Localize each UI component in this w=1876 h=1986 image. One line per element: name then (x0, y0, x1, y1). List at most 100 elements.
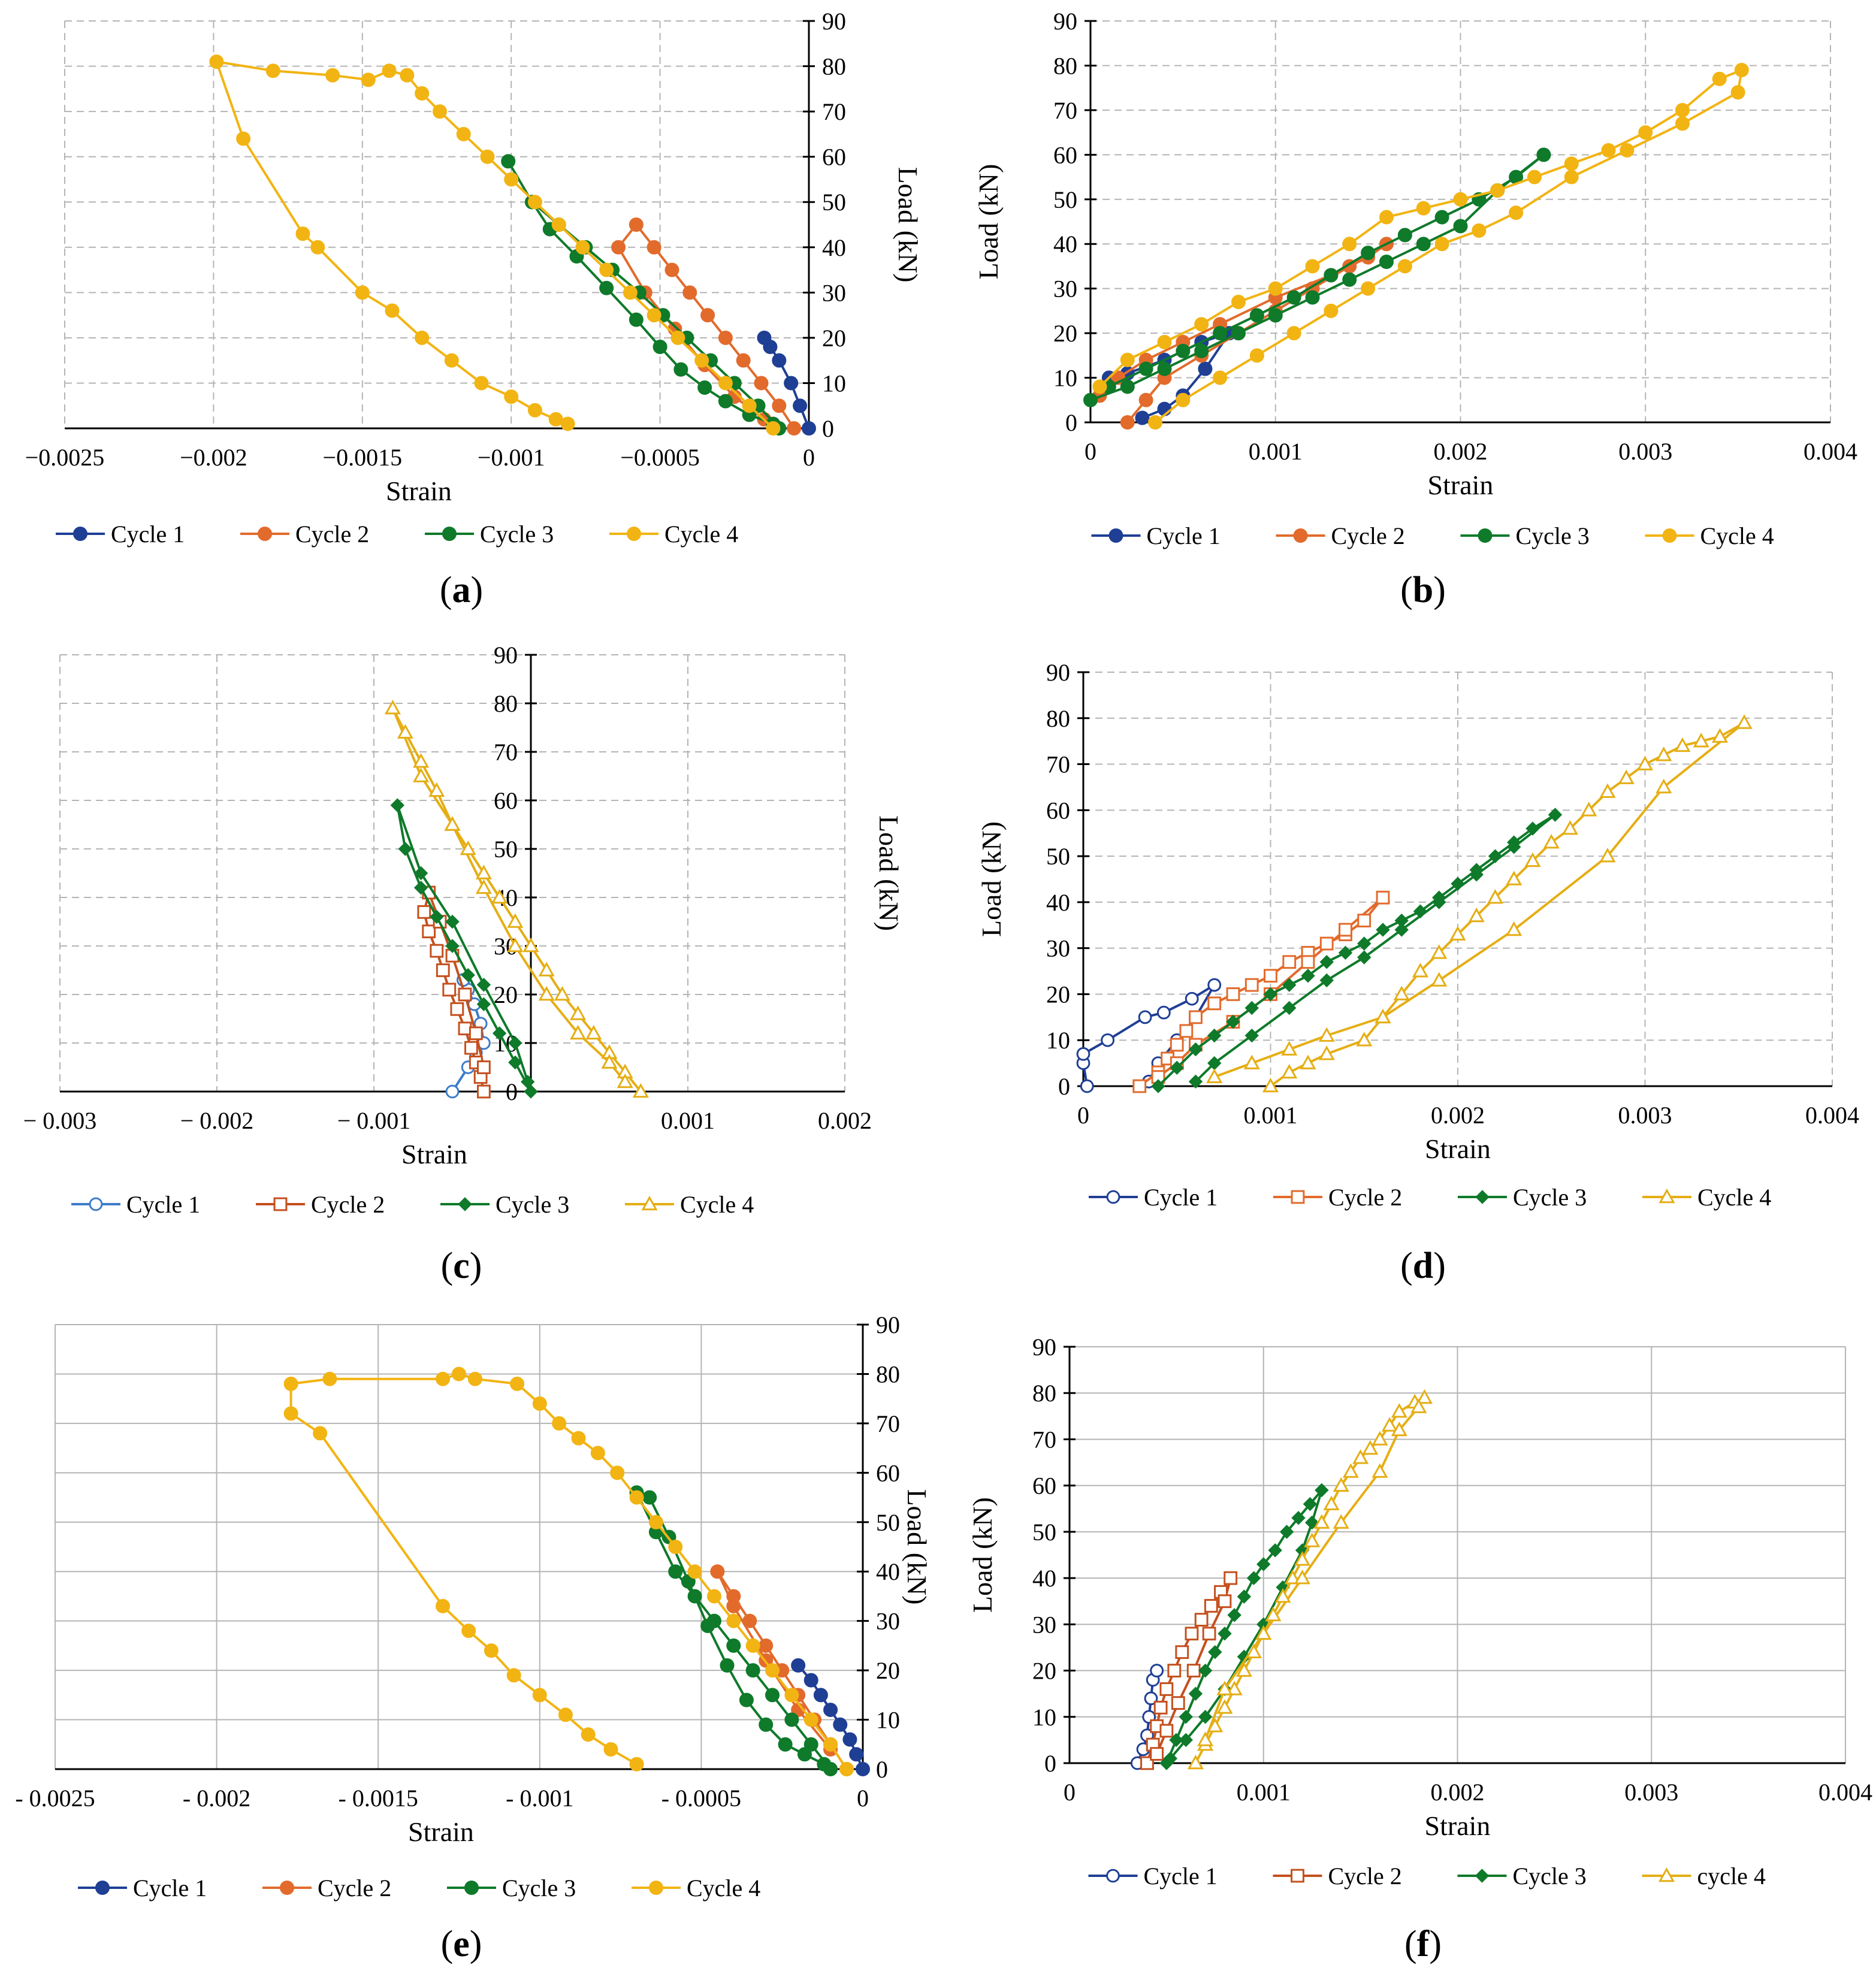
x-tick-label: 0 (1084, 438, 1096, 465)
series-line (1165, 1489, 1323, 1764)
data-point (1564, 156, 1579, 171)
legend-marker (95, 1881, 110, 1895)
data-point (1711, 728, 1729, 743)
y-tick-label: 50 (1046, 843, 1070, 870)
data-point (647, 240, 661, 255)
data-point (1488, 849, 1503, 863)
data-point (1171, 1696, 1185, 1710)
series-3 (1151, 808, 1563, 1093)
legend-item: Cycle 3 (1458, 1184, 1587, 1211)
series-line (289, 1373, 848, 1770)
chart-panel-a: 0 10 20 30 40 50 60 70 80 90 −0.0025 −0.002 −0.0015 −… (25, 8, 923, 610)
legend-item: cycle 4 (1642, 1863, 1766, 1890)
data-point (355, 285, 370, 300)
data-point (415, 86, 430, 101)
data-point (1638, 125, 1653, 140)
series-4 (384, 700, 649, 1098)
data-point (1268, 1543, 1282, 1558)
legend-item: Cycle 3 (425, 521, 554, 548)
x-tick-label: - 0.0005 (661, 1785, 741, 1812)
data-point (1324, 268, 1339, 283)
data-point (772, 353, 787, 368)
data-point (1213, 326, 1228, 341)
data-point (1339, 923, 1352, 937)
series-line (1099, 68, 1743, 424)
series-line (617, 223, 795, 430)
data-point (766, 421, 781, 436)
y-tick-label: 70 (822, 98, 846, 125)
legend-marker (464, 1881, 479, 1895)
y-tick-label: 80 (876, 1361, 900, 1388)
data-point (601, 1054, 618, 1069)
data-point (803, 1673, 818, 1688)
data-point (1256, 1557, 1271, 1571)
y-tick-label: 70 (494, 739, 518, 766)
data-point (1548, 808, 1563, 822)
data-point (385, 303, 400, 318)
legend-marker (1478, 528, 1493, 543)
data-point (1318, 1027, 1335, 1042)
data-point (1268, 308, 1283, 323)
legend-label: Cycle 4 (687, 1875, 760, 1902)
x-tick-label: 0.004 (1818, 1779, 1872, 1806)
legend-item: Cycle 1 (1091, 522, 1221, 549)
panel-caption: (d) (1400, 1246, 1446, 1286)
data-point (1527, 170, 1542, 185)
data-point (1188, 1686, 1203, 1701)
legend-marker (89, 1197, 103, 1211)
legend-label: Cycle 4 (1697, 1184, 1771, 1211)
x-tick-label: 0 (803, 444, 815, 471)
data-point (1675, 102, 1690, 117)
data-point (1120, 379, 1135, 394)
data-point (527, 403, 542, 418)
data-point (1226, 1680, 1243, 1695)
x-axis-title: Strain (386, 476, 452, 506)
data-point (1318, 1045, 1335, 1060)
y-tick-label: 90 (1046, 659, 1070, 686)
y-tick-label: 30 (822, 279, 846, 306)
data-point (1356, 1032, 1373, 1047)
data-point (432, 104, 447, 119)
legend-item: Cycle 3 (1457, 1863, 1587, 1890)
data-point (697, 380, 712, 395)
data-point (839, 1762, 854, 1776)
data-point (1135, 410, 1150, 425)
data-point (1175, 1645, 1189, 1659)
data-point (833, 1717, 848, 1732)
data-point (1186, 1664, 1201, 1677)
data-point (548, 412, 563, 427)
y-tick-label: 70 (876, 1410, 900, 1437)
legend-item: Cycle 4 (632, 1875, 760, 1902)
data-point (1202, 1627, 1216, 1641)
data-point (382, 64, 397, 78)
y-axis-title: Load (kN) (967, 1497, 998, 1613)
legend: Cycle 1 Cycle 2 Cycle 3 Cycle 4 (1091, 522, 1774, 549)
data-point (1434, 237, 1449, 252)
data-point (1262, 1077, 1279, 1093)
data-point (681, 1574, 696, 1589)
data-point (1218, 1627, 1232, 1641)
data-point (610, 1465, 625, 1480)
y-tick-label: 20 (1053, 320, 1077, 347)
series-4 (283, 1367, 854, 1776)
y-tick-label: 60 (1032, 1473, 1056, 1500)
y-tick-label: 80 (822, 53, 846, 80)
data-point (1453, 219, 1468, 234)
data-point (527, 195, 542, 210)
data-point (1246, 1643, 1262, 1658)
data-point (452, 1367, 466, 1382)
data-point (1393, 986, 1410, 1000)
y-tick-label: 90 (1032, 1334, 1056, 1361)
data-point (554, 986, 570, 1001)
legend-marker (1659, 1188, 1675, 1204)
data-point (1352, 1449, 1369, 1464)
data-point (1453, 192, 1468, 207)
x-tick-label: 0.003 (1618, 438, 1672, 465)
data-point (1286, 326, 1301, 341)
y-tick-label: 40 (1032, 1565, 1056, 1592)
data-point (1431, 972, 1448, 987)
legend-label: Cycle 3 (1513, 1184, 1587, 1211)
x-tick-label: −0.0005 (620, 444, 700, 471)
data-point (1170, 1060, 1184, 1075)
